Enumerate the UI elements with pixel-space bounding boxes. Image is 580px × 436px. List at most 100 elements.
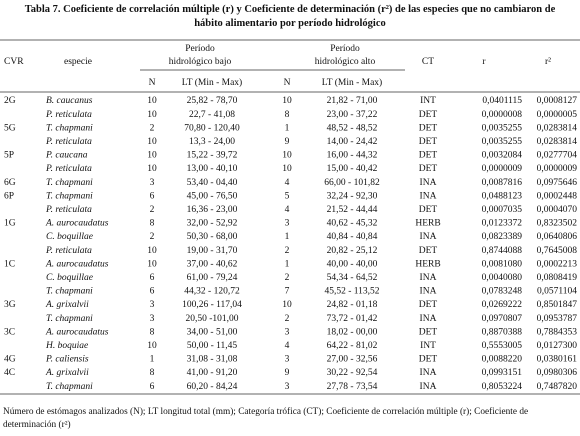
cell: 3C	[4, 327, 15, 337]
cell: 4	[285, 178, 290, 188]
cell: 0,8501847	[537, 300, 578, 310]
cell: DET	[419, 164, 438, 174]
cell: 0,0004070	[537, 205, 578, 215]
cell: 50,00 - 11,45	[187, 341, 238, 351]
cell: INA	[420, 178, 437, 188]
cell: DET	[419, 137, 438, 147]
cell: DET	[419, 246, 438, 256]
cell: DET	[419, 151, 438, 161]
subheader: N	[149, 78, 156, 88]
cell: 2	[150, 232, 155, 242]
cell: 6	[150, 273, 155, 283]
cell: 8	[150, 327, 155, 337]
cell: 1C	[4, 259, 15, 269]
cell: 19,00 - 31,70	[187, 246, 238, 256]
cell: B. caucanus	[46, 96, 93, 106]
cell: 70,80 - 120,40	[184, 123, 240, 133]
cell: DET	[419, 300, 438, 310]
cell: T. chapmani	[46, 314, 93, 324]
header: especie	[64, 57, 92, 67]
cell: 31,08 - 31,08	[187, 355, 238, 365]
cell: 0,0032084	[482, 151, 523, 161]
cell: HERB	[415, 219, 440, 229]
cell: 4	[285, 205, 290, 215]
header: hidrológico alto	[315, 57, 376, 67]
cell: 6G	[4, 178, 16, 188]
cell: INA	[420, 232, 437, 242]
header: r²	[545, 57, 551, 67]
cell: A. aurocaudatus	[45, 259, 109, 269]
cell: 10	[147, 246, 157, 256]
cell: C. boquillae	[46, 232, 93, 242]
cell: 44,32 - 120,72	[184, 287, 240, 297]
cell: 10	[282, 300, 292, 310]
cell: DET	[419, 327, 438, 337]
subheader: LT (Min - Max)	[322, 77, 382, 88]
cell: 0,0401115	[482, 96, 522, 106]
cell: DET	[419, 110, 438, 120]
cell: INA	[420, 382, 437, 392]
cell: 0,0808419	[537, 273, 578, 283]
cell: 3	[285, 355, 290, 365]
subheader: LT (Min - Max)	[182, 77, 242, 88]
cell: 25,82 - 78,70	[187, 96, 238, 106]
cell: 0,0380161	[537, 355, 578, 365]
cell: 5	[285, 191, 290, 201]
cell: 27,78 - 73,54	[327, 382, 378, 392]
cell: 0,0283814	[537, 137, 578, 147]
cell: H. boquiae	[45, 341, 88, 351]
header: CT	[422, 57, 434, 67]
header: r	[482, 57, 486, 67]
cell: 21,82 - 71,00	[327, 96, 378, 106]
cell: 7	[285, 287, 290, 297]
cell: T. chapmani	[46, 178, 93, 188]
cell: 0,0040080	[482, 273, 523, 283]
cell: 32,24 - 92,30	[327, 191, 378, 201]
cell: 0,0000005	[537, 110, 578, 120]
cell: 53,40 - 04,40	[187, 178, 238, 188]
cell: 22,7 - 41,08	[189, 110, 235, 120]
cell: 0,0127300	[537, 341, 578, 351]
cell: 0,0823389	[482, 232, 523, 242]
cell: 0,8744088	[482, 246, 523, 256]
cell: 3	[285, 327, 290, 337]
cell: 64,22 - 81,02	[327, 341, 378, 351]
cell: 1G	[4, 219, 16, 229]
cell: 0,0640806	[537, 232, 578, 242]
cell: 2	[285, 246, 290, 256]
header: Período	[330, 44, 360, 54]
cell: 45,00 - 76,50	[187, 191, 238, 201]
cell: 16,00 - 44,32	[327, 151, 378, 161]
cell: 4G	[4, 355, 16, 365]
cell: 61,00 - 79,24	[187, 273, 238, 283]
cell: 2	[150, 205, 155, 215]
cell: 20,50 -101,00	[185, 314, 238, 324]
cell: 0,0269222	[482, 300, 523, 310]
cell: 37,00 - 40,62	[187, 259, 238, 269]
cell: 0,0002213	[537, 259, 578, 269]
cell: 0,0980306	[537, 368, 578, 378]
cell: 14,00 - 24,42	[327, 137, 378, 147]
cell: 18,02 - 00,00	[327, 327, 378, 337]
cell: 54,34 - 64,52	[327, 273, 378, 283]
cell: 6	[150, 382, 155, 392]
cell: 0,0000009	[482, 164, 523, 174]
cell: 40,84 - 40,84	[327, 232, 378, 242]
cell: 0,0035255	[482, 123, 523, 133]
cell: 40,00 - 40,00	[327, 259, 378, 269]
cell: P. reticulata	[45, 164, 92, 174]
cell: 3	[285, 382, 290, 392]
cell: 8	[150, 219, 155, 229]
cell: 20,82 - 25,12	[327, 246, 378, 256]
cell: 0,0283814	[537, 123, 578, 133]
cell: 0,0087816	[482, 178, 523, 188]
cell: 0,0993151	[482, 368, 523, 378]
cell: 50,30 - 68,00	[187, 232, 238, 242]
cell: 15,00 - 40,42	[327, 164, 378, 174]
cell: 6	[150, 287, 155, 297]
cell: 0,7884353	[537, 327, 578, 337]
cell: 0,0123372	[482, 219, 523, 229]
cell: C. boquillae	[46, 273, 93, 283]
cell: 3	[285, 219, 290, 229]
